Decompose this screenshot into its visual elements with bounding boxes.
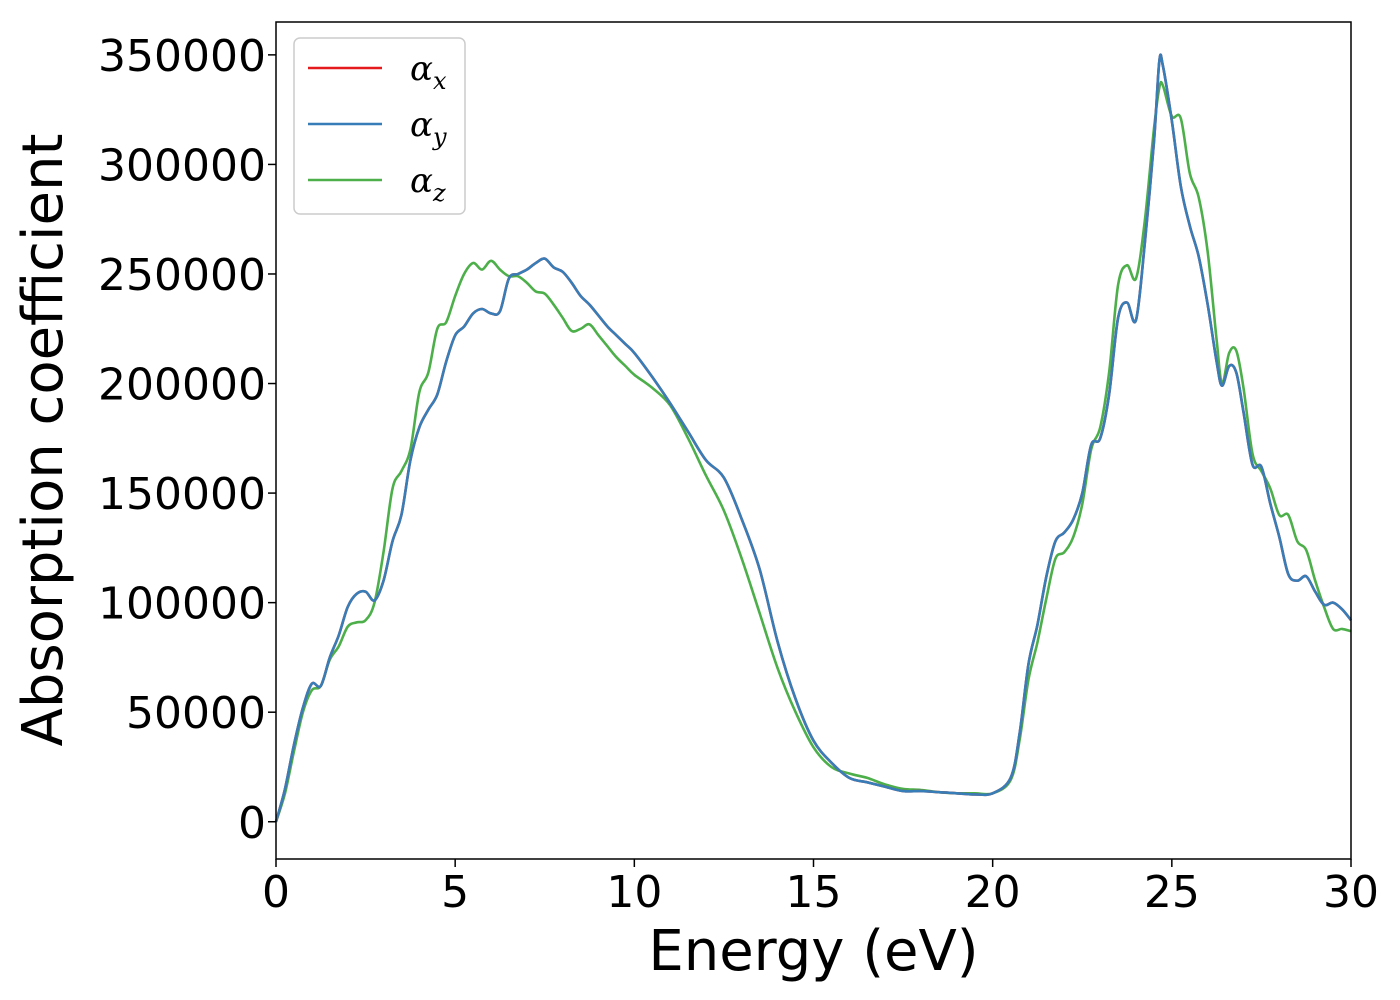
- y-tick-label: 150000: [98, 469, 266, 520]
- y-tick-label: 200000: [98, 360, 266, 411]
- y-axis: 0 50000 100000 150000 200000 250000 300000 3500…: [98, 31, 276, 849]
- y-axis-label: Absorption coefficient: [11, 134, 76, 747]
- x-tick-label: 25: [1144, 867, 1200, 918]
- legend-label: αy: [410, 105, 447, 151]
- y-tick-label: 50000: [126, 688, 266, 739]
- series-line-y: [274, 53, 1353, 823]
- x-tick-label: 20: [965, 867, 1021, 918]
- series-layer: [274, 53, 1353, 823]
- x-axis: 0 5 10 15 20 25 30: [262, 859, 1379, 918]
- legend-label: αx: [410, 49, 447, 95]
- x-tick-label: 30: [1323, 867, 1379, 918]
- x-axis-label: Energy (eV): [648, 919, 978, 984]
- x-tick-label: 0: [262, 867, 290, 918]
- legend: αx αy αz: [293, 37, 466, 215]
- y-tick-label: 0: [238, 798, 266, 849]
- y-tick-label: 250000: [98, 250, 266, 301]
- y-tick-label: 300000: [98, 140, 266, 191]
- legend-label: αz: [410, 161, 446, 207]
- legend-box: [293, 37, 466, 215]
- x-tick-label: 15: [786, 867, 842, 918]
- x-tick-label: 5: [441, 867, 469, 918]
- series-line-z: [274, 80, 1352, 823]
- y-tick-label: 350000: [98, 31, 266, 82]
- x-tick-label: 10: [606, 867, 662, 918]
- y-tick-label: 100000: [98, 579, 266, 630]
